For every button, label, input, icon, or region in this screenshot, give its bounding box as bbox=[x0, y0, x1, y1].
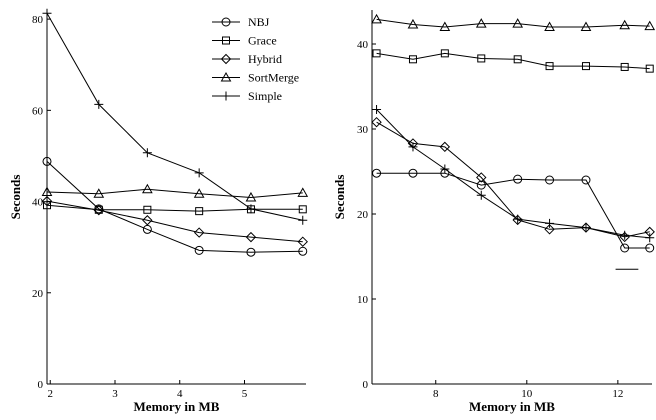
y-tick-label: 0 bbox=[38, 379, 44, 391]
y-tick-label: 40 bbox=[357, 39, 369, 51]
y-tick-label: 10 bbox=[357, 294, 369, 306]
x-tick-label: 12 bbox=[612, 388, 623, 400]
x-tick-label: 8 bbox=[433, 388, 439, 400]
data-point-sortmerge bbox=[298, 188, 307, 196]
y-tick-label: 20 bbox=[32, 288, 44, 300]
y-tick-label: 40 bbox=[32, 197, 44, 209]
data-point-hybrid bbox=[372, 118, 381, 127]
series-line-nbj bbox=[377, 173, 650, 248]
data-point-sortmerge bbox=[620, 21, 629, 29]
series-line-hybrid bbox=[47, 201, 303, 242]
x-tick-label: 5 bbox=[242, 388, 248, 400]
x-axis-title: Memory in MB bbox=[134, 399, 220, 414]
data-point-simple bbox=[298, 216, 307, 225]
data-point-simple bbox=[477, 191, 486, 200]
series-sortmerge bbox=[43, 185, 308, 201]
data-point-simple bbox=[195, 168, 204, 177]
y-tick-label: 30 bbox=[357, 124, 369, 136]
data-point-simple bbox=[43, 9, 52, 18]
data-point-simple bbox=[581, 223, 590, 232]
y-axis-title: Seconds bbox=[8, 175, 23, 220]
series-grace bbox=[373, 50, 653, 72]
data-point-sortmerge bbox=[372, 15, 381, 23]
chart-panel-2: 0 10 20 30 40 8 10 12 Memory in MB Seconds bbox=[332, 10, 654, 414]
legend: NBJ Grace Hybrid SortMerge Simple bbox=[212, 15, 299, 103]
legend-marker-simple bbox=[222, 92, 231, 101]
series-line-grace bbox=[377, 53, 650, 68]
series-hybrid bbox=[43, 197, 308, 247]
legend-label-sortmerge: SortMerge bbox=[248, 71, 299, 85]
x-axis-title: Memory in MB bbox=[469, 399, 555, 414]
data-point-simple bbox=[545, 219, 554, 228]
chart-panel-1: 0 20 40 60 80 2 3 4 5 Memory in MB Seconds NBJ Grace… bbox=[8, 9, 307, 414]
y-tick-label: 0 bbox=[363, 379, 369, 391]
x-tick-label: 2 bbox=[47, 388, 53, 400]
series-nbj bbox=[373, 169, 654, 252]
y-axis-title: Seconds bbox=[332, 175, 347, 220]
series-sortmerge bbox=[372, 15, 654, 31]
x-tick-label: 3 bbox=[112, 388, 118, 400]
legend-label-hybrid: Hybrid bbox=[248, 52, 282, 66]
y-tick-label: 80 bbox=[32, 14, 44, 26]
y-tick-label: 20 bbox=[357, 209, 369, 221]
legend-label-nbj: NBJ bbox=[248, 15, 270, 29]
data-point-simple bbox=[645, 233, 654, 242]
data-point-simple bbox=[440, 164, 449, 173]
legend-label-simple: Simple bbox=[248, 89, 282, 103]
y-tick-label: 60 bbox=[32, 105, 44, 117]
legend-label-grace: Grace bbox=[248, 34, 277, 48]
series-nbj bbox=[43, 157, 307, 256]
series-line-sortmerge bbox=[377, 19, 650, 27]
